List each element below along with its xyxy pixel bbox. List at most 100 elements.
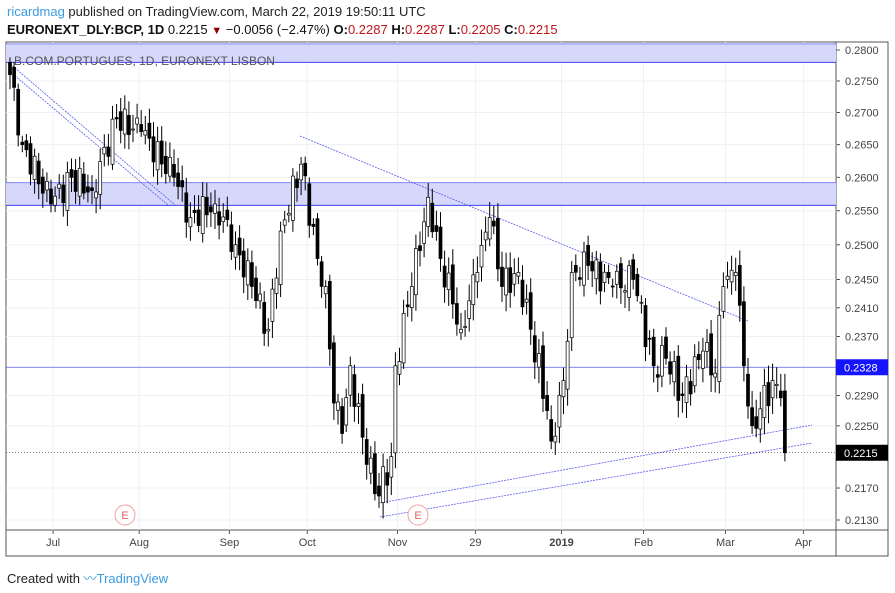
candle (414, 234, 418, 311)
candle (192, 195, 197, 224)
candle-body (40, 176, 45, 194)
candle-body (590, 261, 595, 272)
candle (737, 250, 742, 322)
candle (241, 238, 246, 294)
candle-body (340, 406, 344, 434)
candle (36, 153, 41, 200)
candle (701, 337, 705, 383)
candle-body (16, 88, 21, 136)
candle-body (582, 251, 586, 286)
hline-label-bg (836, 359, 888, 376)
candle (262, 291, 267, 347)
candle (209, 192, 213, 227)
candle-body (635, 274, 640, 297)
candle (623, 284, 627, 309)
candle (758, 391, 763, 443)
h-label: H: (391, 22, 406, 37)
candle (655, 365, 660, 393)
candle-body (229, 224, 234, 252)
candle-body (250, 262, 254, 287)
candle (594, 250, 599, 295)
y-tick-label: 0.2700 (845, 107, 879, 119)
candle-body (127, 115, 131, 136)
candle (729, 255, 734, 295)
candle-body (303, 162, 308, 177)
candle (672, 350, 677, 397)
tradingview-link[interactable]: TradingView (96, 571, 169, 586)
candle (520, 265, 525, 315)
candle-body (225, 209, 230, 220)
candle-body (778, 390, 783, 399)
candle (151, 122, 156, 177)
candle-body (783, 390, 787, 454)
candle (647, 330, 652, 355)
candle-body (729, 269, 734, 283)
candle-body (754, 416, 759, 429)
candle-body (348, 365, 353, 396)
y-tick-label: 0.2370 (845, 332, 879, 344)
y-tick-label: 0.2450 (845, 274, 879, 286)
candle (102, 134, 107, 167)
candle-body (327, 281, 332, 350)
candle-body (483, 231, 488, 241)
candle (278, 221, 283, 298)
candle (135, 103, 139, 134)
candle-body (291, 175, 295, 221)
candle (696, 341, 701, 370)
candle-body (774, 383, 779, 386)
y-tick-label: 0.2750 (845, 76, 879, 88)
candle (676, 345, 681, 418)
candle-body (266, 328, 271, 332)
author-link[interactable]: ricardmag (7, 4, 65, 19)
candle-body (168, 156, 172, 177)
candle-body (397, 361, 402, 375)
candle (356, 393, 361, 424)
candle (770, 363, 775, 414)
candle-body (471, 274, 476, 305)
candle-body (438, 226, 443, 259)
candle (397, 347, 402, 386)
candle-body (524, 298, 529, 303)
candle-body (356, 403, 361, 407)
candle-body (381, 466, 385, 503)
candle-body (143, 130, 148, 136)
trend-line (299, 135, 749, 322)
candle (709, 320, 713, 393)
candle-body (237, 237, 242, 256)
candle (516, 257, 521, 285)
candle (434, 210, 439, 241)
y-tick-label: 0.2170 (845, 483, 879, 495)
x-tick-label: Mar (716, 537, 735, 549)
candle-body (118, 111, 123, 131)
candle-body (53, 195, 57, 206)
candle-body (98, 161, 103, 195)
candle (65, 161, 70, 226)
candle (340, 397, 344, 444)
candle (766, 365, 771, 424)
candle-body (20, 141, 25, 145)
symbol: EURONEXT_DLY:BCP, 1D (7, 22, 165, 37)
x-tick-label: Apr (795, 537, 812, 549)
candle (635, 267, 640, 302)
candle-body (532, 335, 537, 363)
publish-text: published on TradingView.com, March 22, … (68, 4, 426, 19)
candle-body (241, 250, 246, 278)
candle-body (377, 485, 381, 497)
candle-body (414, 248, 418, 296)
candle (45, 172, 49, 203)
high-value: 0.2287 (405, 22, 445, 37)
candle (598, 253, 603, 305)
candle (602, 264, 607, 293)
candle-body (541, 345, 545, 399)
candle-body (77, 167, 82, 197)
candle-body (512, 273, 517, 285)
o-label: O: (333, 22, 348, 37)
candle (147, 108, 152, 151)
last-price: 0.2215 (167, 22, 208, 37)
candle (270, 278, 275, 338)
trend-line (7, 69, 169, 206)
candle-body (655, 374, 660, 378)
candle-body (668, 361, 672, 375)
candle (295, 171, 299, 202)
